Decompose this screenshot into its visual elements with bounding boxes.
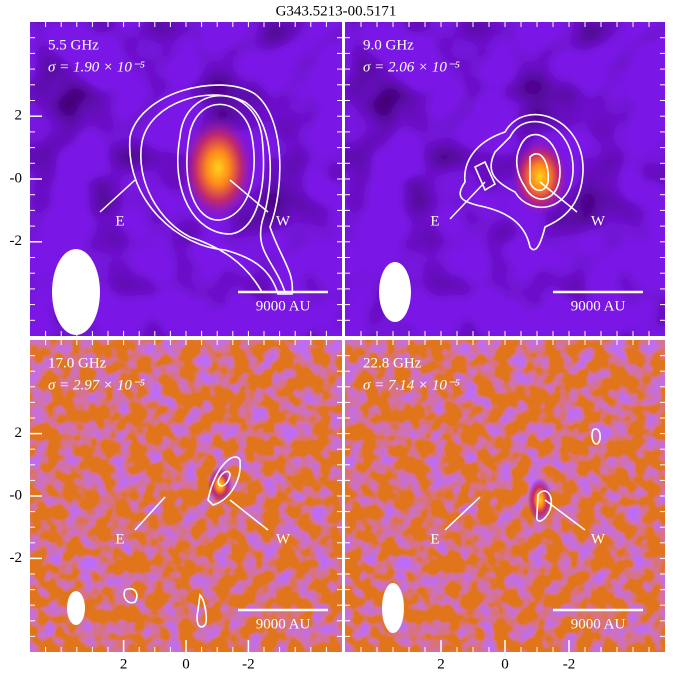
contour [207, 456, 241, 506]
scale-bar-label: 9000 AU [256, 616, 311, 632]
contour [535, 490, 553, 522]
panel-frequency: 5.5 GHz [48, 37, 99, 53]
pointer-line [229, 179, 269, 213]
y-tick-label: -0 [10, 487, 23, 503]
scale-bar-label: 9000 AU [571, 298, 626, 314]
x-tick-label: -2 [242, 656, 255, 672]
contour [186, 103, 255, 221]
label-w: W [591, 213, 606, 229]
y-tick-label: -2 [10, 233, 23, 249]
contour [490, 120, 574, 208]
scale-bar-label: 9000 AU [256, 298, 311, 314]
label-e: E [115, 531, 124, 547]
panel-sigma: σ = 2.06 × 10⁻⁵ [363, 59, 460, 75]
label-w: W [276, 213, 291, 229]
beam [52, 249, 100, 335]
contour [196, 593, 207, 628]
contour [217, 470, 231, 487]
y-tick-label: 2 [15, 425, 23, 441]
contour [515, 133, 561, 200]
contour [591, 428, 602, 445]
contour [459, 113, 584, 251]
panel-frequency: 17.0 GHz [48, 355, 107, 371]
contour [129, 84, 294, 295]
pointer-line [449, 181, 486, 220]
contour [177, 94, 265, 235]
image [30, 22, 342, 336]
contour [140, 94, 287, 293]
panel-sigma: σ = 2.97 × 10⁻⁵ [48, 377, 145, 393]
image [345, 22, 665, 336]
contour [473, 160, 497, 192]
x-tick-label: 2 [120, 656, 128, 672]
x-tick-label: -2 [563, 656, 576, 672]
beam [379, 262, 411, 322]
x-tick-label: 0 [182, 656, 190, 672]
emission [510, 137, 570, 217]
panel: 5.5 GHz σ = 1.90 × 10⁻⁵ E W 9000 AU 2 -0 -2 [10, 22, 342, 336]
panel: 22.8 GHz σ = 7.14 × 10⁻⁵ E W 9000 AU 2 0 -2 [345, 340, 665, 672]
scale-bar-label: 9000 AU [571, 616, 626, 632]
panel-sigma: σ = 7.14 × 10⁻⁵ [363, 377, 460, 393]
panel: 9.0 GHz σ = 2.06 × 10⁻⁵ E W 9000 AU [345, 22, 665, 336]
emission [528, 478, 552, 522]
image [30, 340, 342, 652]
y-tick-label: 2 [15, 108, 23, 124]
beam [382, 583, 404, 633]
panel-frequency: 22.8 GHz [363, 355, 422, 371]
label-e: E [115, 213, 124, 229]
label-e: E [430, 213, 439, 229]
image [345, 340, 665, 652]
label-w: W [591, 531, 606, 547]
pointer-line [539, 181, 578, 213]
pointer-line [99, 179, 136, 213]
x-tick-label: 2 [437, 656, 445, 672]
pointer-line [134, 496, 166, 531]
pointer-line [544, 499, 586, 531]
contour [123, 587, 138, 604]
x-tick-label: 0 [501, 656, 509, 672]
panel-frequency: 9.0 GHz [363, 37, 414, 53]
figure-title: G343.5213-00.5171 [276, 3, 397, 19]
panel: 17.0 GHz σ = 2.97 × 10⁻⁵ E W 9000 AU 2 -0 -2 2 0 -… [10, 340, 342, 672]
emission [180, 113, 256, 223]
contour [529, 153, 550, 192]
y-tick-label: -0 [10, 170, 23, 186]
label-e: E [430, 531, 439, 547]
label-w: W [276, 531, 291, 547]
y-tick-label: -2 [10, 550, 23, 566]
panel-sigma: σ = 1.90 × 10⁻⁵ [48, 59, 145, 75]
beam [67, 591, 85, 625]
pointer-line [444, 496, 481, 531]
pointer-line [229, 499, 269, 531]
